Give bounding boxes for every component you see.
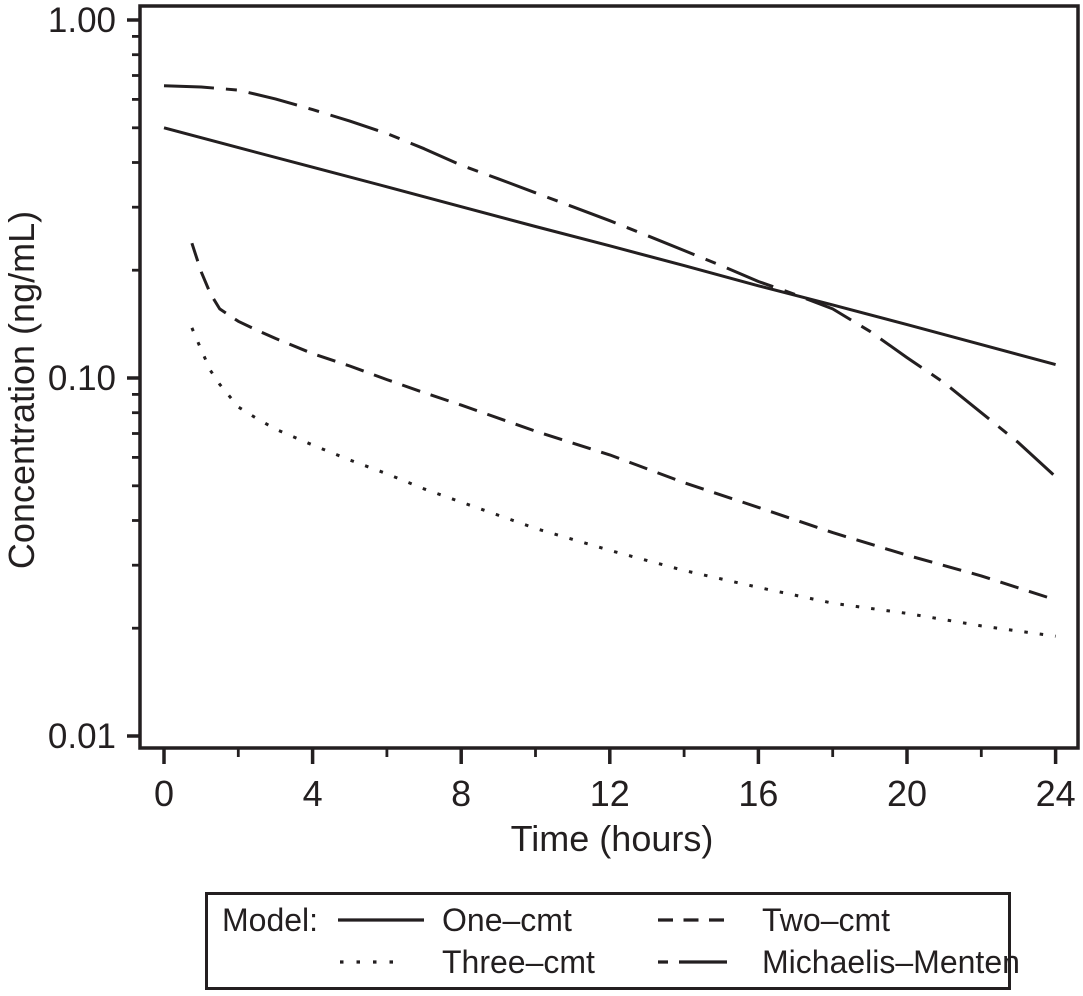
curve-one-cmt [163,126,1056,367]
legend-label-two-cmt: Two–cmt [762,902,891,938]
legend-label-michaelis-menten: Michaelis–Menten [762,944,1020,980]
x-tick-label: 16 [738,773,778,814]
legend-label-one-cmt: One–cmt [442,902,572,938]
legend-swatch-two-cmt-line [658,918,728,922]
y-tick-label: 1.00 [48,1,116,40]
x-axis-title: Time (hours) [511,818,714,859]
x-tick-label: 20 [887,773,927,814]
legend-grid: Model: One–cmt Two–cmt Three–cmt Michael… [208,895,1020,987]
data-curves [163,84,1057,638]
x-tick-label: 24 [1036,773,1076,814]
curve-three-cmt [190,327,1056,638]
legend-swatch-one-cmt-line [338,918,424,922]
curve-two-cmt [190,242,1057,602]
legend: Model: One–cmt Two–cmt Three–cmt Michael… [205,892,1020,990]
x-tick-label: 8 [451,773,471,814]
y-tick-label: 0.01 [48,717,116,756]
x-tick-label: 4 [303,773,323,814]
y-axis-title: Concentration (ng/mL) [1,211,42,569]
x-tick-label: 12 [590,773,630,814]
x-tick-label: 0 [154,773,174,814]
axis-tick-labels: 0 4 8 12 16 20 24 1.00 0.10 0.01 [48,1,1076,814]
legend-label-three-cmt: Three–cmt [442,944,595,980]
y-tick-label: 0.10 [48,359,116,398]
axis-ticks [127,18,1058,764]
curve-michaelis-menten [163,84,1057,478]
concentration-time-plot: 0 4 8 12 16 20 24 1.00 0.10 0.01 Concentration (n… [1,1,1080,859]
legend-swatch-michaelis-menten-line [658,960,728,964]
legend-title: Model: [222,902,319,938]
legend-swatch-three-cmt-line [340,960,402,964]
